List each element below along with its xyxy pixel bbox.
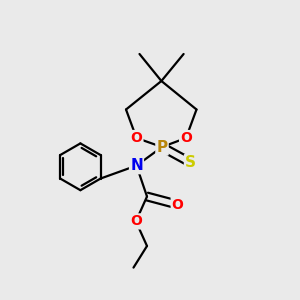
Text: O: O: [180, 131, 192, 145]
Text: O: O: [130, 214, 142, 228]
Text: O: O: [130, 131, 142, 145]
Text: O: O: [172, 198, 184, 212]
Text: N: N: [130, 158, 143, 173]
Text: P: P: [156, 140, 168, 154]
Text: S: S: [185, 155, 196, 170]
